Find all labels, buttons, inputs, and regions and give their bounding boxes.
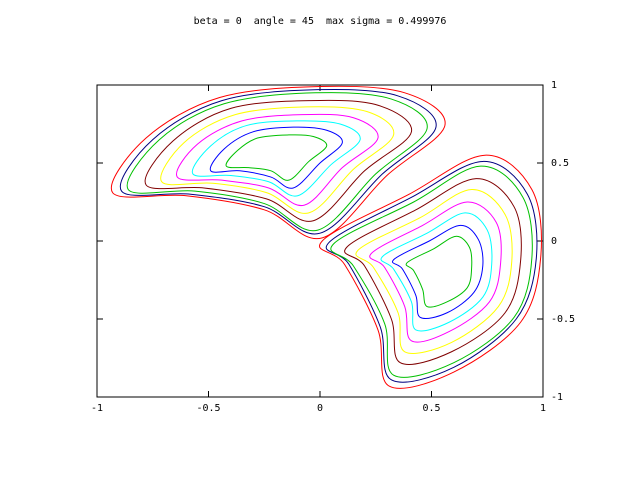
x-tick-label: 1 xyxy=(540,403,546,414)
chart-title: beta = 0 angle = 45 max sigma = 0.499976 xyxy=(194,16,447,27)
contour-line xyxy=(144,99,522,365)
contour-line xyxy=(119,88,538,383)
y-tick-label: 1 xyxy=(551,80,557,91)
contour-line xyxy=(191,120,493,332)
x-tick-label: 0 xyxy=(317,403,323,414)
contour-line xyxy=(225,134,473,308)
y-tick-label: -0.5 xyxy=(551,314,575,325)
y-tick-label: 0 xyxy=(551,236,557,247)
x-tick-label: -0.5 xyxy=(196,403,220,414)
x-tick-label: -1 xyxy=(91,403,103,414)
y-tick-label: 0.5 xyxy=(551,158,569,169)
contour-line xyxy=(126,92,533,378)
y-tick-label: -1 xyxy=(551,392,563,403)
contour-line xyxy=(160,106,513,354)
x-tick-label: 0.5 xyxy=(422,403,440,414)
contour-line xyxy=(110,85,542,389)
contour-line xyxy=(176,113,502,343)
contour-line xyxy=(209,126,484,319)
